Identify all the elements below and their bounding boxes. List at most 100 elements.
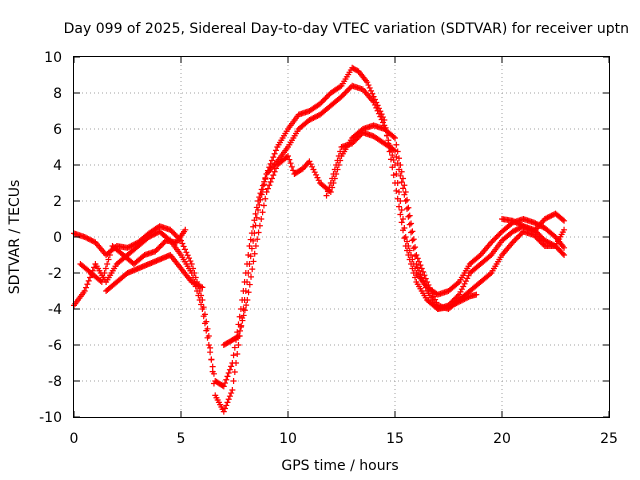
data-point [402,189,409,195]
data-point [203,327,210,334]
data-point [412,265,419,272]
data-point [98,279,105,285]
data-point [267,178,274,185]
data-point [172,232,179,239]
data-point [533,234,540,241]
data-point [327,180,334,186]
data-point [230,378,237,384]
data-point [198,283,205,290]
data-point [321,96,328,103]
data-point [365,82,372,89]
data-point [410,245,417,252]
data-point [398,219,405,226]
data-point [409,256,416,263]
data-point [191,280,198,287]
data-point [401,182,408,189]
data-point [330,171,337,177]
data-point [259,182,266,189]
data-point [337,148,344,155]
y-tick-label: 4 [53,158,62,174]
data-point [309,163,316,170]
data-point [377,113,384,120]
data-point [234,351,241,357]
y-tick-label: 6 [53,122,62,138]
data-point [199,306,206,312]
data-point [323,94,330,101]
data-point [394,148,401,155]
data-point [389,152,396,159]
data-point [486,271,493,278]
data-point [355,133,362,140]
data-point [231,369,238,375]
y-tick-label: -4 [48,302,62,318]
data-point [225,370,232,377]
data-point [235,342,242,348]
data-point [266,182,273,189]
data-point [192,281,199,288]
data-point [401,191,408,198]
data-point [97,277,104,284]
data-point [408,229,415,236]
data-point [125,244,132,251]
data-point [251,217,258,224]
series-track-a [71,64,568,415]
data-point [400,216,407,222]
data-point [412,253,419,260]
data-point [409,237,416,244]
data-point [272,165,279,172]
data-point [310,166,317,173]
data-point [515,225,522,232]
data-point [448,302,455,309]
data-point [261,178,268,185]
data-point [230,352,237,359]
data-point [235,333,242,339]
data-point [452,300,459,307]
data-point [454,280,461,287]
data-point [342,89,349,96]
data-point [393,187,400,194]
data-point [408,252,415,258]
data-point [523,224,530,231]
ticks-layer: 0 5 10 15 20 25 -10 -8 -6 -4 -2 0 2 4 6 8 10 [39,50,618,447]
data-point [516,221,523,228]
data-point [366,84,373,91]
data-point [85,236,92,243]
data-point [346,85,353,92]
data-point [83,234,90,241]
data-point [196,283,203,290]
data-point [509,228,516,235]
data-point [104,261,111,267]
data-point [288,163,295,170]
data-point [160,240,167,247]
data-point [161,238,168,245]
x-tick-label: 20 [493,431,511,447]
data-point [393,171,400,177]
data-point [249,266,256,273]
data-point [333,162,340,168]
data-point [331,166,338,173]
data-point [496,231,503,238]
data-point [417,271,424,278]
data-point [87,274,94,281]
data-point [517,221,524,228]
data-point [271,168,278,175]
data-point [513,219,520,226]
data-point [84,281,91,288]
data-point [188,261,195,267]
data-point [406,212,413,219]
data-point [106,252,113,258]
data-point [486,253,493,260]
data-point [457,288,464,295]
y-tick-label: 8 [53,86,62,102]
data-point [180,243,187,250]
data-point [314,112,321,119]
data-point [404,205,411,212]
data-point [171,230,178,237]
data-point [390,172,397,179]
data-point [541,216,548,222]
data-point [460,296,467,303]
data-point [364,79,371,86]
data-point [375,110,382,117]
data-point [476,253,483,260]
data-point [102,265,109,272]
